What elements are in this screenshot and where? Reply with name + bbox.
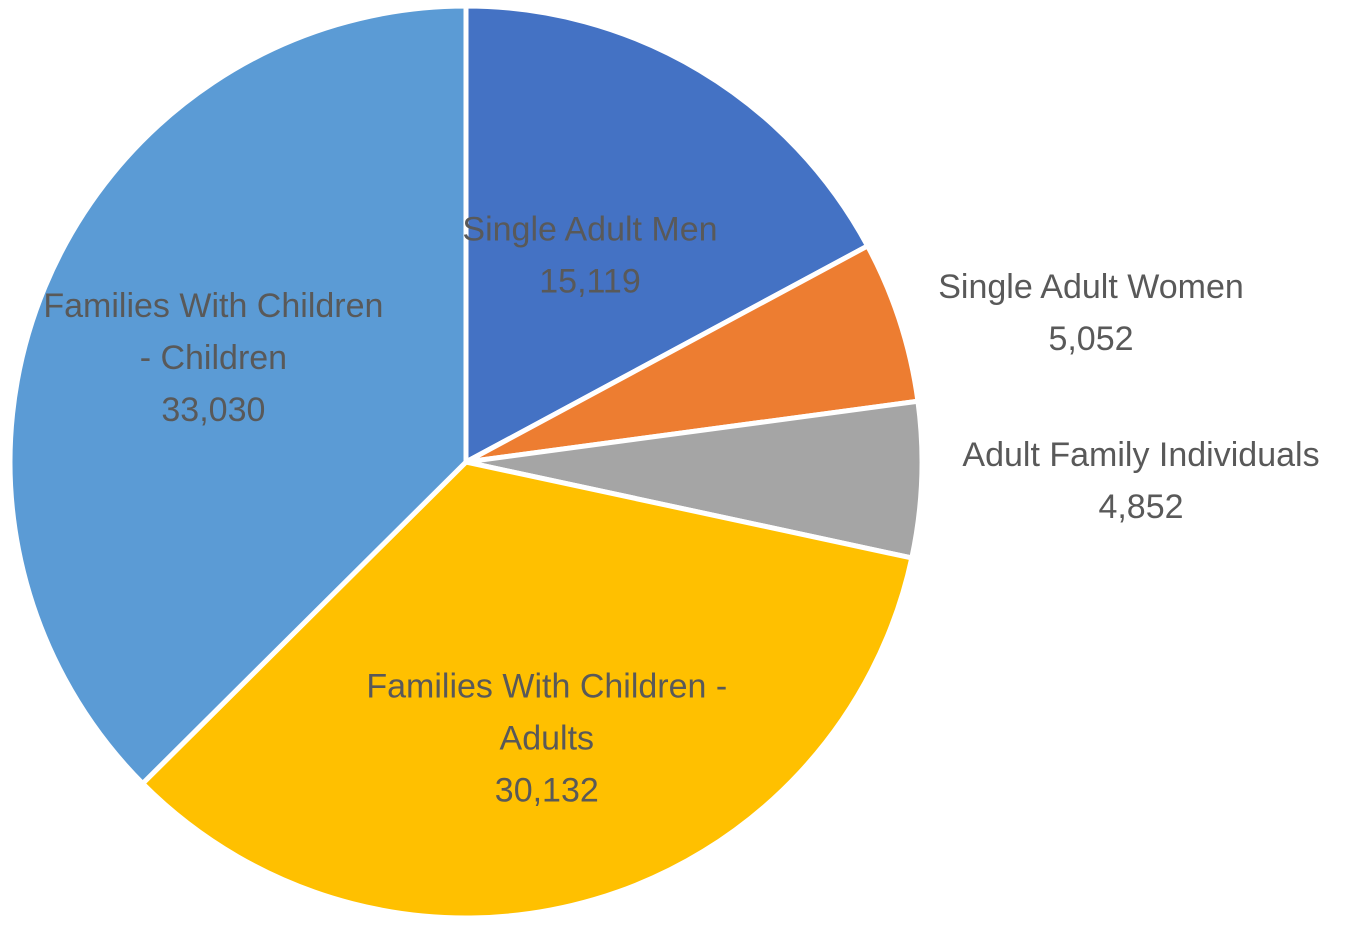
slice-value-label-2: 4,852 — [1098, 488, 1183, 526]
pie-slices — [7, 3, 925, 921]
slice-label-4: Families With Children - Children 33,030 — [43, 287, 383, 429]
slice-value-label-3: 30,132 — [495, 772, 599, 810]
slice-category-label-3: Adults — [500, 720, 595, 758]
slice-category-label-4: Families With Children — [43, 287, 383, 325]
slice-category-label-0: Single Adult Men — [462, 211, 717, 249]
pie-slice-2 — [463, 398, 925, 561]
slice-label-3: Families With Children - Adults 30,132 — [366, 668, 727, 810]
slice-category-label-2: Adult Family Individuals — [962, 436, 1319, 474]
slice-value-label-4: 33,030 — [161, 391, 265, 429]
slice-category-label-1: Single Adult Women — [938, 268, 1244, 306]
slice-label-2: Adult Family Individuals 4,852 — [962, 436, 1319, 526]
slice-category-label-3: Families With Children - — [366, 668, 727, 706]
slice-value-label-0: 15,119 — [539, 263, 640, 301]
slice-category-label-4: - Children — [140, 339, 287, 377]
pie-slice-3 — [140, 459, 915, 921]
slice-label-0: Single Adult Men 15,119 — [462, 211, 717, 301]
slice-label-1: Single Adult Women 5,052 — [938, 268, 1244, 358]
pie-labels: Single Adult Men 15,119 Single Adult Women… — [43, 211, 1319, 810]
pie-slice-4 — [7, 3, 469, 787]
pie-slice-0 — [463, 3, 871, 465]
pie-slice-1 — [463, 243, 921, 465]
slice-value-label-1: 5,052 — [1048, 320, 1133, 358]
